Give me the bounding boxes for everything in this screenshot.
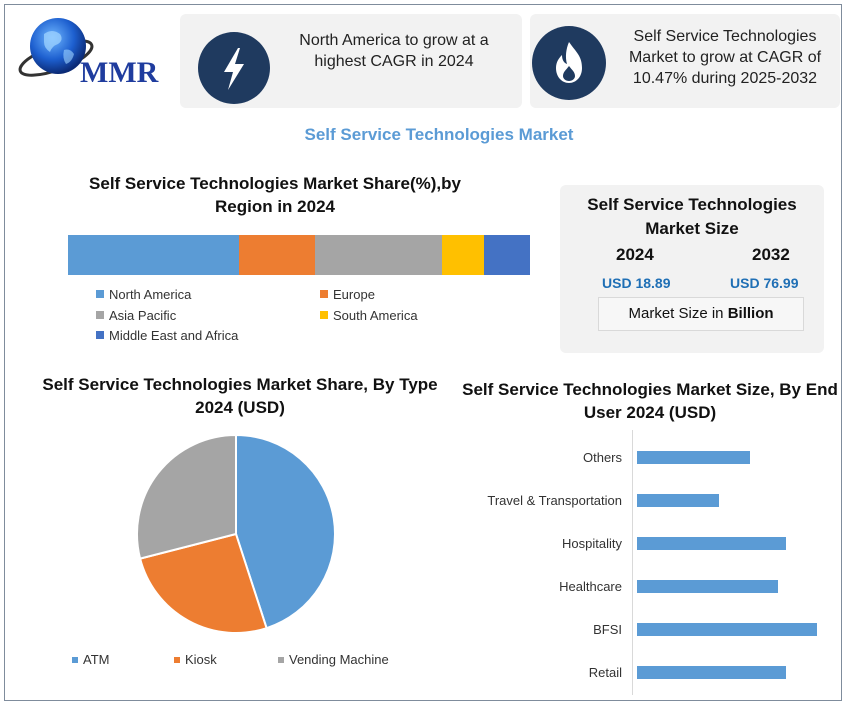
year-2024-label: 2024 [616,245,654,264]
legend-label: Europe [333,287,375,302]
legend-label: Asia Pacific [109,308,177,323]
enduser-bar-chart: Others Travel & Transportation Hospitality… [460,430,840,695]
region-segment-middle-east-and-africa [483,235,530,275]
infographic-frame [4,4,842,701]
legend-swatch [96,311,104,319]
cagr-region-card: North America to grow at a highest CAGR … [180,14,522,108]
pie-slice-kiosk [138,532,268,634]
market-size-box: Self Service Technologies Market Size 20… [560,185,824,353]
cagr-market-card: Self Service Technologies Market to grow… [530,14,840,108]
legend-swatch [96,331,104,339]
region-segment-north-america [68,235,239,275]
type-pie-chart [136,433,336,634]
legend-label: Middle East and Africa [109,328,239,343]
enduser-bar-others [637,451,750,464]
enduser-label: Others [582,450,622,465]
legend-label: Kiosk [185,652,217,667]
unit-note: Market Size in Billion [598,297,804,331]
main-title: Self Service Technologies Market [304,125,574,144]
year-2032-label: 2032 [752,245,790,264]
region-legend-item: Middle East and Africa [96,328,238,343]
legend-label: South America [333,308,418,323]
region-stacked-bar [68,235,530,275]
type-chart-title: Self Service Technologies Market Share, … [42,375,438,417]
flame-icon [532,26,606,100]
lightning-icon [198,32,270,104]
type-legend-item: Vending Machine [278,652,389,667]
type-legend-item: Kiosk [174,652,217,667]
enduser-label: Healthcare [559,579,622,594]
enduser-label: Retail [588,665,622,680]
enduser-bar-travel-transportation [637,494,719,507]
mmr-logo: MMR [14,10,158,90]
region-legend-item: Europe [320,287,375,302]
enduser-chart-title: Self Service Technologies Market Size, B… [462,380,838,422]
legend-swatch [174,657,180,663]
type-legend-item: ATM [72,652,109,667]
logo-text: MMR [80,56,159,89]
value-2032: USD 76.99 [730,275,799,291]
legend-swatch [320,311,328,319]
region-legend-item: Asia Pacific [96,308,176,323]
unit-bold: Billion [727,305,774,322]
enduser-bar-hospitality [637,537,786,550]
legend-label: Vending Machine [289,652,389,667]
legend-swatch [96,290,104,298]
enduser-bar-healthcare [637,580,778,593]
region-segment-europe [238,235,316,275]
cagr-region-text: North America to grow at a highest CAGR … [299,32,489,70]
market-size-title: Self Service Technologies Market Size [587,195,797,238]
unit-prefix: Market Size in [628,305,728,322]
pie-slice-atm [235,433,336,630]
legend-label: ATM [83,652,110,667]
legend-swatch [72,657,78,663]
enduser-label: Travel & Transportation [487,493,622,508]
region-segment-south-america [442,235,484,275]
region-legend-item: South America [320,308,418,323]
enduser-label: BFSI [593,622,622,637]
legend-label: North America [109,287,192,302]
enduser-bar-bfsi [637,623,817,636]
region-chart-title: Self Service Technologies Market Share(%… [89,174,461,216]
value-2024: USD 18.89 [602,275,671,291]
cagr-market-text: Self Service Technologies Market to grow… [628,28,822,87]
region-segment-asia-pacific [315,235,443,275]
legend-swatch [320,290,328,298]
pie-slice-vending-machine [136,433,237,560]
enduser-label: Hospitality [562,536,622,551]
region-legend-item: North America [96,287,191,302]
legend-swatch [278,657,284,663]
enduser-bar-retail [637,666,786,679]
bar-axis-line [632,430,633,695]
